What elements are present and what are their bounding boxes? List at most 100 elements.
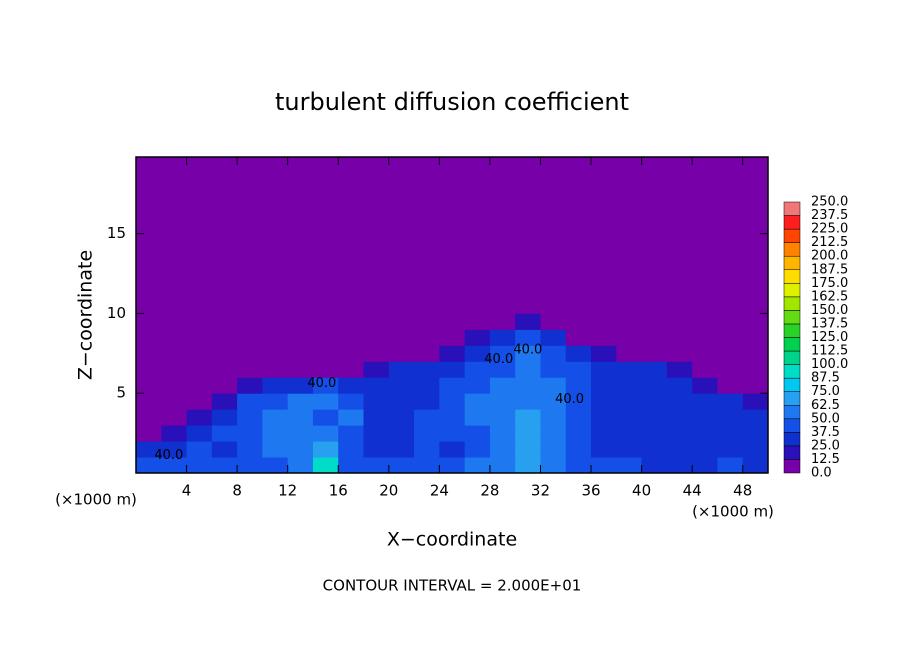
colorbar-label: 75.0 <box>811 384 840 399</box>
y-tick-label: 5 <box>116 384 126 402</box>
colorbar-label: 25.0 <box>811 438 840 453</box>
heat-cell <box>287 329 314 346</box>
heat-cell <box>287 393 314 410</box>
colorbar-label: 250.0 <box>811 195 848 210</box>
heat-cell <box>237 377 263 394</box>
heat-cell <box>464 409 491 426</box>
heat-cell <box>489 377 516 394</box>
heat-cell <box>186 345 213 362</box>
heat-cell <box>666 157 693 314</box>
heat-cell <box>591 441 617 458</box>
heat-cell <box>489 361 516 378</box>
heat-cell <box>717 425 744 442</box>
heat-cell <box>692 441 718 458</box>
heat-cell <box>363 441 390 458</box>
heat-cell <box>338 361 365 378</box>
colorbar-label: 137.5 <box>811 316 848 331</box>
heat-cell <box>616 157 643 314</box>
x-tick-label: 4 <box>182 482 192 500</box>
heat-cell <box>262 409 289 426</box>
heat-cell <box>338 313 365 330</box>
heat-cell <box>565 441 592 458</box>
contour-label: 40.0 <box>484 352 513 367</box>
colorbar-label: 87.5 <box>811 371 840 386</box>
heat-cell <box>161 457 188 474</box>
heat-cell <box>717 313 744 330</box>
heat-cell <box>515 313 541 330</box>
heat-cell <box>136 409 162 426</box>
heat-cell <box>287 345 314 362</box>
heat-cell <box>439 425 466 442</box>
heat-cell <box>161 425 188 442</box>
heat-cell <box>363 377 390 394</box>
heat-cell <box>136 425 162 442</box>
heat-cell <box>414 313 440 330</box>
heat-cell <box>287 457 314 474</box>
heat-cell <box>692 425 718 442</box>
heat-cell <box>489 345 516 362</box>
heat-cell <box>388 361 415 378</box>
heat-cell <box>237 409 263 426</box>
heat-cell <box>161 377 188 394</box>
heat-cell <box>439 345 466 362</box>
heat-cell <box>262 361 289 378</box>
heat-cell <box>540 409 567 426</box>
colorbar-swatch <box>783 337 801 352</box>
heat-cell <box>363 457 390 474</box>
heat-cell <box>717 157 744 314</box>
heat-cell <box>287 425 314 442</box>
heat-cell <box>237 457 263 474</box>
heat-cell <box>489 441 516 458</box>
heat-cell <box>136 345 162 362</box>
heat-cell <box>591 361 617 378</box>
heat-cell <box>742 157 769 314</box>
heat-cell <box>666 345 693 362</box>
heat-cell <box>439 313 466 330</box>
colorbar-swatch <box>783 364 801 379</box>
heat-cell <box>641 377 668 394</box>
heat-cell <box>565 345 592 362</box>
heat-cell <box>312 313 339 330</box>
y-tick-label: 10 <box>107 304 126 322</box>
heat-cell <box>565 361 592 378</box>
heat-cell <box>515 345 541 362</box>
heat-cell <box>540 441 567 458</box>
heat-cell <box>237 425 263 442</box>
heat-cell <box>363 329 390 346</box>
heat-cell <box>439 361 466 378</box>
heat-cell <box>742 393 769 410</box>
heat-cell <box>742 329 769 346</box>
heat-cell <box>489 425 516 442</box>
colorbar-label: 200.0 <box>811 249 848 264</box>
heat-cell <box>692 377 718 394</box>
heat-cell <box>312 425 339 442</box>
heat-cell <box>717 361 744 378</box>
heat-cell <box>666 441 693 458</box>
colorbar-swatch <box>783 215 801 230</box>
heat-cell <box>439 377 466 394</box>
heat-cell <box>287 409 314 426</box>
heat-cell <box>515 361 541 378</box>
heat-cell <box>641 441 668 458</box>
colorbar-label: 175.0 <box>811 276 848 291</box>
colorbar-swatch <box>783 269 801 284</box>
colorbar-label: 187.5 <box>811 262 848 277</box>
heat-cell <box>186 425 213 442</box>
colorbar-label: 237.5 <box>811 208 848 223</box>
heat-cell <box>439 409 466 426</box>
colorbar-swatch <box>783 228 801 243</box>
heat-cell <box>616 409 643 426</box>
heat-cell <box>464 425 491 442</box>
heat-cell <box>666 457 693 474</box>
heat-cell <box>464 361 491 378</box>
heat-cell <box>540 425 567 442</box>
heat-cell <box>591 313 617 330</box>
heat-cell <box>211 441 238 458</box>
heat-cell <box>136 377 162 394</box>
heat-cell <box>186 441 213 458</box>
heat-cell <box>186 393 213 410</box>
colorbar-label: 212.5 <box>811 235 848 250</box>
heat-cell <box>717 441 744 458</box>
colorbar-label: 100.0 <box>811 357 848 372</box>
